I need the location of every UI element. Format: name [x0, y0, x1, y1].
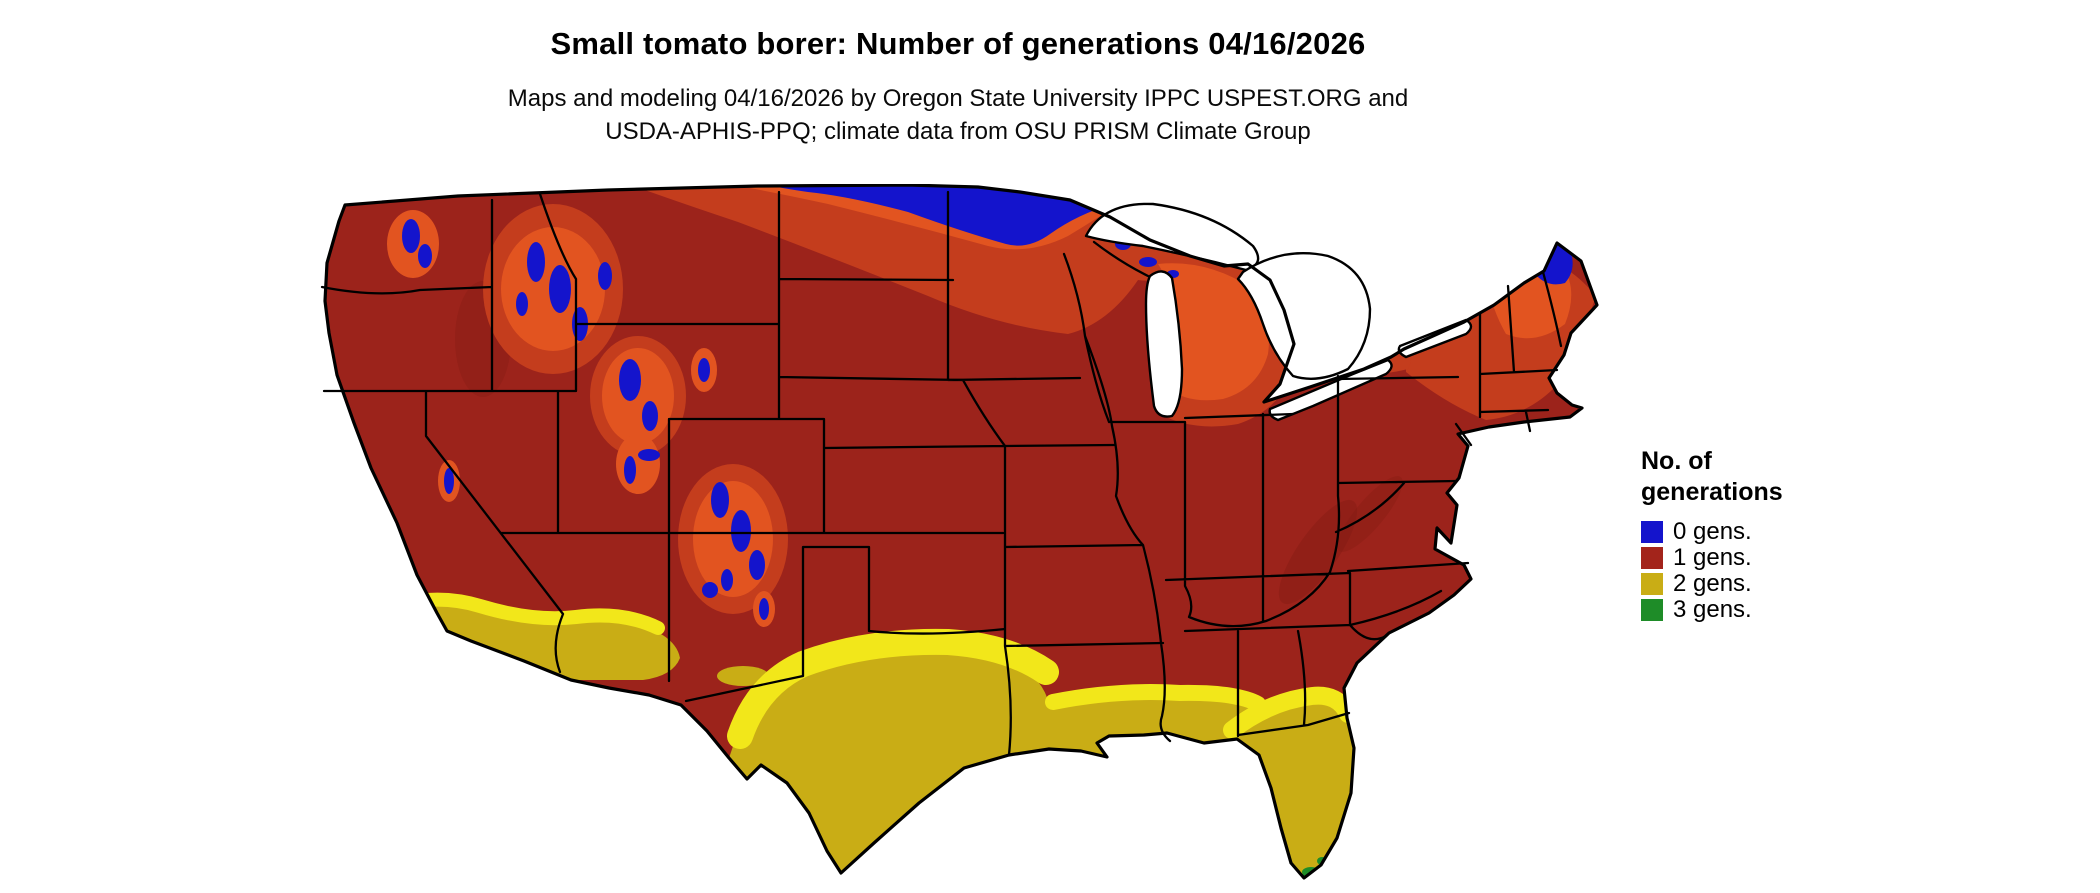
legend-title-line-2: generations: [1641, 477, 1783, 506]
legend-swatch-2-gens: [1641, 573, 1663, 595]
legend-label-2-gens: 2 gens.: [1673, 570, 1752, 597]
legend-label-3-gens: 3 gens.: [1673, 596, 1752, 623]
legend-label-0-gens: 0 gens.: [1673, 518, 1752, 545]
legend-items: 0 gens. 1 gens. 2 gens. 3 gens.: [1641, 518, 1783, 623]
subtitle-line-2: USDA-APHIS-PPQ; climate data from OSU PR…: [605, 118, 1311, 146]
us-generations-map: [308, 183, 1600, 888]
state-borders: [320, 190, 1563, 757]
page-title: Small tomato borer: Number of generation…: [550, 26, 1366, 61]
legend: No. of generations 0 gens. 1 gens. 2 gen…: [1641, 446, 1783, 623]
legend-item-1-gens: 1 gens.: [1641, 544, 1783, 571]
lake-michigan: [1144, 270, 1184, 418]
transition-bright-yellow: [363, 592, 1357, 749]
legend-title: No. of generations: [1641, 446, 1783, 507]
legend-item-0-gens: 0 gens.: [1641, 518, 1783, 545]
us-map-svg: [320, 183, 1599, 880]
legend-swatch-0-gens: [1641, 521, 1663, 543]
legend-item-3-gens: 3 gens.: [1641, 596, 1783, 623]
legend-title-line-1: No. of: [1641, 447, 1712, 475]
subtitle: Maps and modeling 04/16/2026 by Oregon S…: [0, 82, 1916, 148]
legend-label-1-gens: 1 gens.: [1673, 544, 1752, 571]
subtitle-line-1: Maps and modeling 04/16/2026 by Oregon S…: [507, 85, 1409, 112]
legend-item-2-gens: 2 gens.: [1641, 570, 1783, 597]
legend-swatch-1-gens: [1641, 547, 1663, 569]
legend-swatch-3-gens: [1641, 599, 1663, 621]
header: Small tomato borer: Number of generation…: [0, 26, 1916, 148]
us-outline: [323, 183, 1599, 880]
lake-ontario: [1397, 318, 1473, 359]
lake-superior: [1084, 202, 1260, 272]
